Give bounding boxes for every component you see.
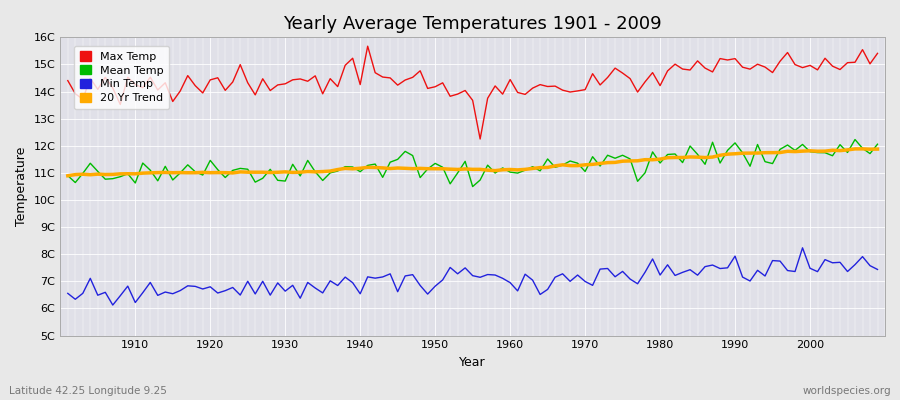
Min Temp [130, 300, 140, 305]
Min Temp [797, 246, 808, 250]
Max Temp [287, 78, 298, 82]
Min Temp [872, 267, 883, 272]
Min Temp [107, 303, 118, 308]
Mean Temp [602, 153, 613, 158]
Max Temp [332, 84, 343, 89]
Line: Max Temp: Max Temp [68, 46, 878, 139]
20 Yr Trend [122, 171, 133, 176]
Mean Temp [850, 137, 860, 142]
Line: 20 Yr Trend: 20 Yr Trend [68, 149, 878, 176]
Max Temp [363, 44, 374, 48]
Min Temp [62, 291, 73, 296]
20 Yr Trend [595, 161, 606, 166]
Mean Temp [287, 162, 298, 167]
Text: Latitude 42.25 Longitude 9.25: Latitude 42.25 Longitude 9.25 [9, 386, 166, 396]
20 Yr Trend [287, 170, 298, 175]
Min Temp [505, 280, 516, 285]
Max Temp [62, 78, 73, 83]
Max Temp [872, 51, 883, 56]
Mean Temp [872, 142, 883, 146]
20 Yr Trend [505, 167, 516, 172]
Line: Min Temp: Min Temp [68, 248, 878, 305]
Mean Temp [505, 170, 516, 174]
Min Temp [602, 266, 613, 271]
Max Temp [122, 75, 133, 80]
Y-axis label: Temperature: Temperature [15, 147, 28, 226]
Max Temp [512, 90, 523, 95]
20 Yr Trend [62, 173, 73, 178]
X-axis label: Year: Year [459, 356, 486, 369]
Title: Yearly Average Temperatures 1901 - 2009: Yearly Average Temperatures 1901 - 2009 [284, 15, 662, 33]
Max Temp [474, 137, 485, 142]
20 Yr Trend [857, 146, 868, 151]
20 Yr Trend [872, 147, 883, 152]
Min Temp [295, 296, 306, 301]
Min Temp [340, 275, 351, 280]
Mean Temp [62, 173, 73, 178]
20 Yr Trend [497, 167, 508, 172]
Line: Mean Temp: Mean Temp [68, 140, 878, 186]
20 Yr Trend [332, 167, 343, 172]
Text: worldspecies.org: worldspecies.org [803, 386, 891, 396]
Mean Temp [122, 171, 133, 176]
Max Temp [519, 92, 530, 97]
Min Temp [512, 288, 523, 293]
Max Temp [609, 66, 620, 70]
Mean Temp [332, 169, 343, 174]
Legend: Max Temp, Mean Temp, Min Temp, 20 Yr Trend: Max Temp, Mean Temp, Min Temp, 20 Yr Tre… [74, 46, 169, 109]
Mean Temp [467, 184, 478, 189]
Mean Temp [512, 171, 523, 176]
